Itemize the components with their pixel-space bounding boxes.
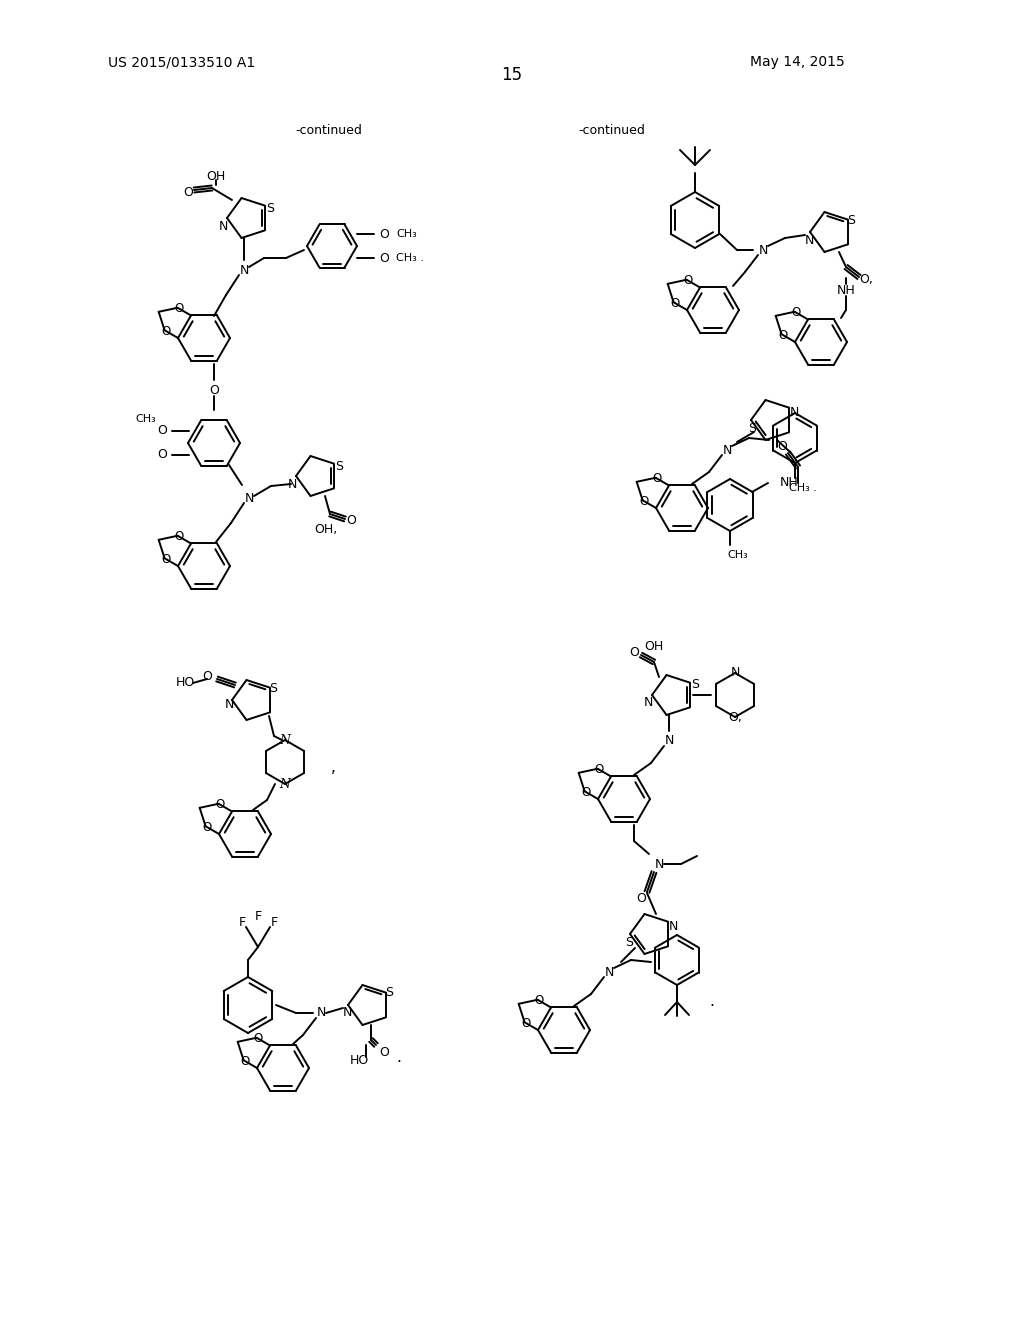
- Text: O: O: [379, 252, 389, 264]
- Text: O: O: [175, 531, 184, 544]
- Text: O: O: [640, 495, 649, 508]
- Text: O: O: [162, 553, 171, 566]
- Text: F: F: [254, 911, 261, 924]
- Text: NH: NH: [837, 284, 855, 297]
- Text: O: O: [157, 449, 167, 462]
- Text: N: N: [280, 734, 291, 747]
- Text: O: O: [535, 994, 544, 1007]
- Text: OH: OH: [207, 169, 225, 182]
- Text: N: N: [604, 965, 613, 978]
- Text: O: O: [652, 473, 662, 486]
- Text: O: O: [216, 799, 225, 812]
- Text: NH: NH: [780, 477, 799, 490]
- Text: S: S: [269, 681, 278, 694]
- Text: -continued: -continued: [578, 124, 645, 136]
- Text: S: S: [625, 936, 633, 949]
- Text: O: O: [379, 227, 389, 240]
- Text: N: N: [288, 478, 297, 491]
- Text: N: N: [669, 920, 678, 932]
- Text: .: .: [710, 994, 715, 1010]
- Text: CH₃ .: CH₃ .: [396, 253, 424, 263]
- Text: O: O: [241, 1055, 250, 1068]
- Text: OH: OH: [644, 640, 664, 653]
- Text: N: N: [342, 1006, 351, 1019]
- Text: O: O: [346, 515, 356, 528]
- Text: O: O: [202, 671, 212, 684]
- Text: N: N: [722, 444, 732, 457]
- Text: F: F: [239, 916, 246, 928]
- Text: O: O: [629, 645, 639, 659]
- Text: O: O: [595, 763, 604, 776]
- Text: N: N: [804, 234, 814, 247]
- Text: O: O: [684, 275, 693, 288]
- Text: -continued: -continued: [295, 124, 361, 136]
- Text: N: N: [316, 1006, 326, 1019]
- Text: O: O: [671, 297, 680, 310]
- Text: CH₃: CH₃: [396, 228, 417, 239]
- Text: CH₃: CH₃: [728, 550, 749, 560]
- Text: N: N: [654, 858, 664, 870]
- Text: O: O: [777, 441, 786, 454]
- Text: O,: O,: [859, 273, 872, 286]
- Text: O: O: [254, 1032, 263, 1045]
- Text: O: O: [162, 325, 171, 338]
- Text: S: S: [385, 986, 393, 999]
- Text: 15: 15: [502, 66, 522, 84]
- Text: CH₃ .: CH₃ .: [790, 483, 817, 492]
- Text: N: N: [245, 491, 254, 504]
- Text: O: O: [636, 892, 646, 906]
- Text: N: N: [280, 777, 291, 791]
- Text: CH₃: CH₃: [135, 414, 156, 424]
- Text: .: .: [396, 1049, 401, 1064]
- Text: N: N: [218, 219, 227, 232]
- Text: HO: HO: [175, 676, 195, 689]
- Text: N: N: [759, 243, 768, 256]
- Text: S: S: [335, 459, 343, 473]
- Text: O: O: [792, 306, 801, 319]
- Text: S: S: [847, 214, 855, 227]
- Text: O: O: [183, 186, 193, 198]
- Text: N: N: [665, 734, 674, 747]
- Text: OH,: OH,: [314, 523, 338, 536]
- Text: S: S: [748, 421, 756, 434]
- Text: N: N: [224, 698, 233, 711]
- Text: O: O: [175, 302, 184, 315]
- Text: S: S: [266, 202, 274, 214]
- Text: F: F: [270, 916, 278, 928]
- Text: O: O: [209, 384, 219, 396]
- Text: HO: HO: [349, 1053, 369, 1067]
- Text: May 14, 2015: May 14, 2015: [750, 55, 845, 69]
- Text: O: O: [582, 785, 591, 799]
- Text: N: N: [643, 697, 652, 710]
- Text: O: O: [778, 329, 787, 342]
- Text: N: N: [730, 667, 739, 680]
- Text: O: O: [379, 1047, 389, 1060]
- Text: N: N: [790, 405, 799, 418]
- Text: O: O: [203, 821, 212, 834]
- Text: S: S: [691, 678, 699, 692]
- Text: ,: ,: [331, 759, 336, 775]
- Text: O,: O,: [728, 710, 742, 723]
- Text: N: N: [240, 264, 249, 276]
- Text: US 2015/0133510 A1: US 2015/0133510 A1: [108, 55, 255, 69]
- Text: O: O: [157, 425, 167, 437]
- Text: O: O: [521, 1016, 531, 1030]
